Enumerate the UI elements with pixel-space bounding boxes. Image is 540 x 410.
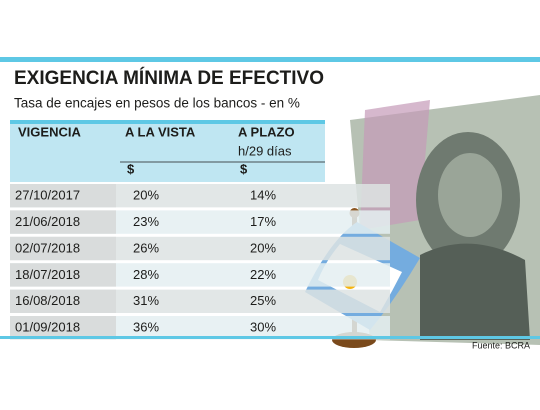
source: Fuente: BCRA <box>472 340 530 350</box>
date-cell <box>10 236 116 261</box>
rate-cell: 31% <box>133 293 159 308</box>
rate-cell: 36% <box>133 320 159 335</box>
header-band <box>10 120 325 182</box>
column-header: $ <box>127 161 135 176</box>
date-cell-text: 27/10/2017 <box>15 188 80 203</box>
title: EXIGENCIA MÍNIMA DE EFECTIVO <box>14 67 324 89</box>
subtitle: Tasa de encajes en pesos de los bancos -… <box>14 96 300 111</box>
rate-cell: 22% <box>250 267 276 282</box>
rate-cell: 20% <box>250 240 276 255</box>
date-cell <box>10 289 116 313</box>
header-rule <box>10 120 325 124</box>
column-header: $ <box>240 161 248 176</box>
column-header: VIGENCIA <box>18 124 81 139</box>
date-cell-text: 16/08/2018 <box>15 293 80 308</box>
rate-cell: 28% <box>133 267 159 282</box>
rate-cell: 30% <box>250 320 276 335</box>
date-cell-text: 02/07/2018 <box>15 240 80 255</box>
column-header: h/29 días <box>238 143 292 158</box>
top-rule <box>0 57 540 62</box>
date-cell <box>10 210 116 234</box>
rate-cell: 14% <box>250 188 276 203</box>
column-header: A LA VISTA <box>125 124 196 139</box>
date-cell-text: 18/07/2018 <box>15 267 80 282</box>
date-cell <box>10 184 116 208</box>
rate-cell: 17% <box>250 214 276 229</box>
rate-cell: 26% <box>133 240 159 255</box>
date-cell <box>10 316 116 340</box>
rate-cell: 20% <box>133 188 159 203</box>
column-header: A PLAZO <box>238 124 295 139</box>
rate-cell: 23% <box>133 214 159 229</box>
date-cell-text: 21/06/2018 <box>15 214 80 229</box>
rate-cell: 25% <box>250 293 276 308</box>
bottom-rule <box>0 336 540 339</box>
date-cell-text: 01/09/2018 <box>15 320 80 335</box>
date-cell <box>10 263 116 287</box>
